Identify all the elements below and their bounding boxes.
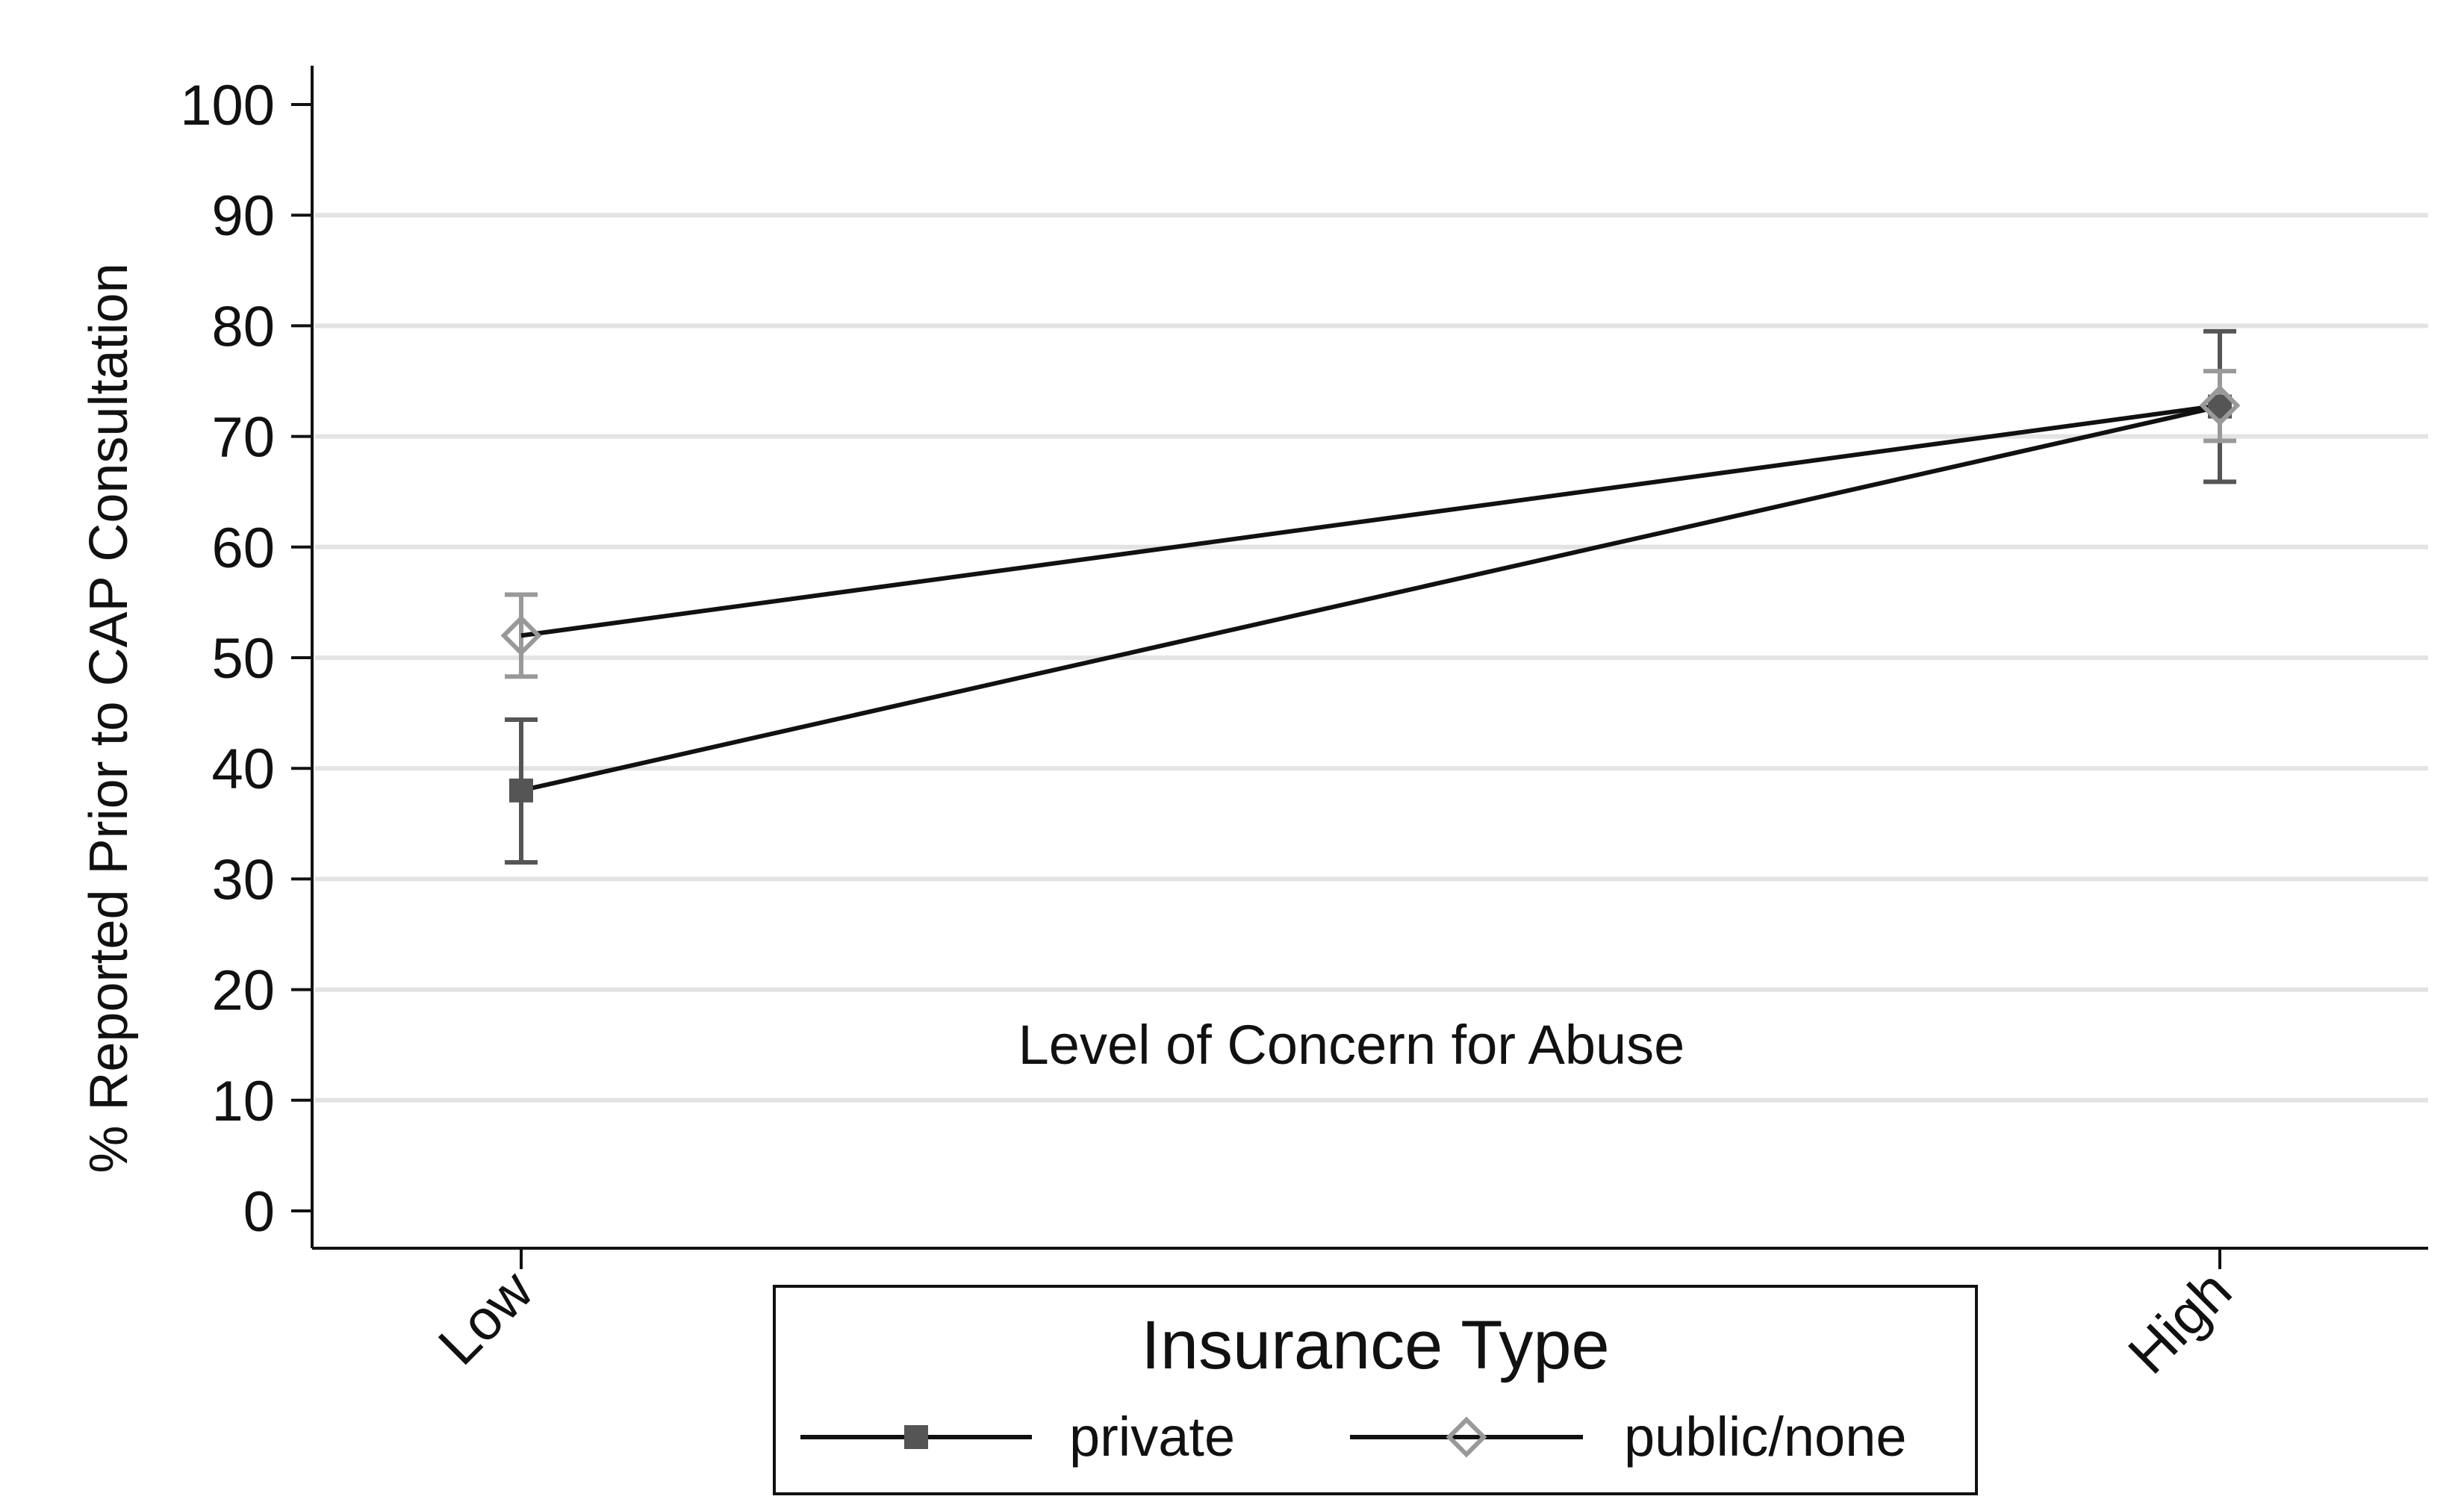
y-tick-label: 90	[211, 184, 275, 248]
legend-marker	[904, 1425, 928, 1449]
legend-label: private	[1069, 1406, 1235, 1468]
legend-items: private public/none	[800, 1406, 1907, 1468]
y-axis-label: % Reported Prior to CAP Consultation	[79, 263, 139, 1173]
series-line-private	[520, 404, 2221, 793]
grid-lines	[315, 213, 2428, 1103]
data-point	[500, 614, 542, 656]
y-tick-label: 50	[211, 627, 275, 691]
legend: Insurance Type private public/none	[773, 1285, 1978, 1495]
y-tick-label: 60	[211, 517, 275, 580]
y-tick-label: 70	[211, 406, 275, 470]
series-line-public-none	[520, 403, 2221, 638]
x-tick-label: High	[2116, 1259, 2244, 1386]
legend-box	[773, 1285, 1978, 1495]
data-point	[2199, 384, 2241, 426]
legend-label: public/none	[1624, 1406, 1907, 1468]
y-tick-label: 0	[243, 1180, 275, 1244]
x-axis-label: Level of Concern for Abuse	[1018, 1014, 1685, 1076]
x-tick-label: Low	[426, 1258, 545, 1377]
y-tick-label: 80	[211, 295, 275, 358]
y-tick-label: 30	[211, 848, 275, 912]
axes: 0 10 20 30 40 50 60 70 80 90 100 Low High	[180, 66, 2428, 1386]
data-point	[509, 778, 533, 803]
y-tick-label: 100	[180, 74, 275, 137]
y-tick-label: 40	[211, 738, 275, 801]
legend-marker	[1446, 1416, 1487, 1458]
legend-title: Insurance Type	[1141, 1307, 1609, 1383]
series-layer	[500, 328, 2241, 865]
y-tick-label: 10	[211, 1070, 275, 1133]
y-tick-label: 20	[211, 959, 275, 1023]
